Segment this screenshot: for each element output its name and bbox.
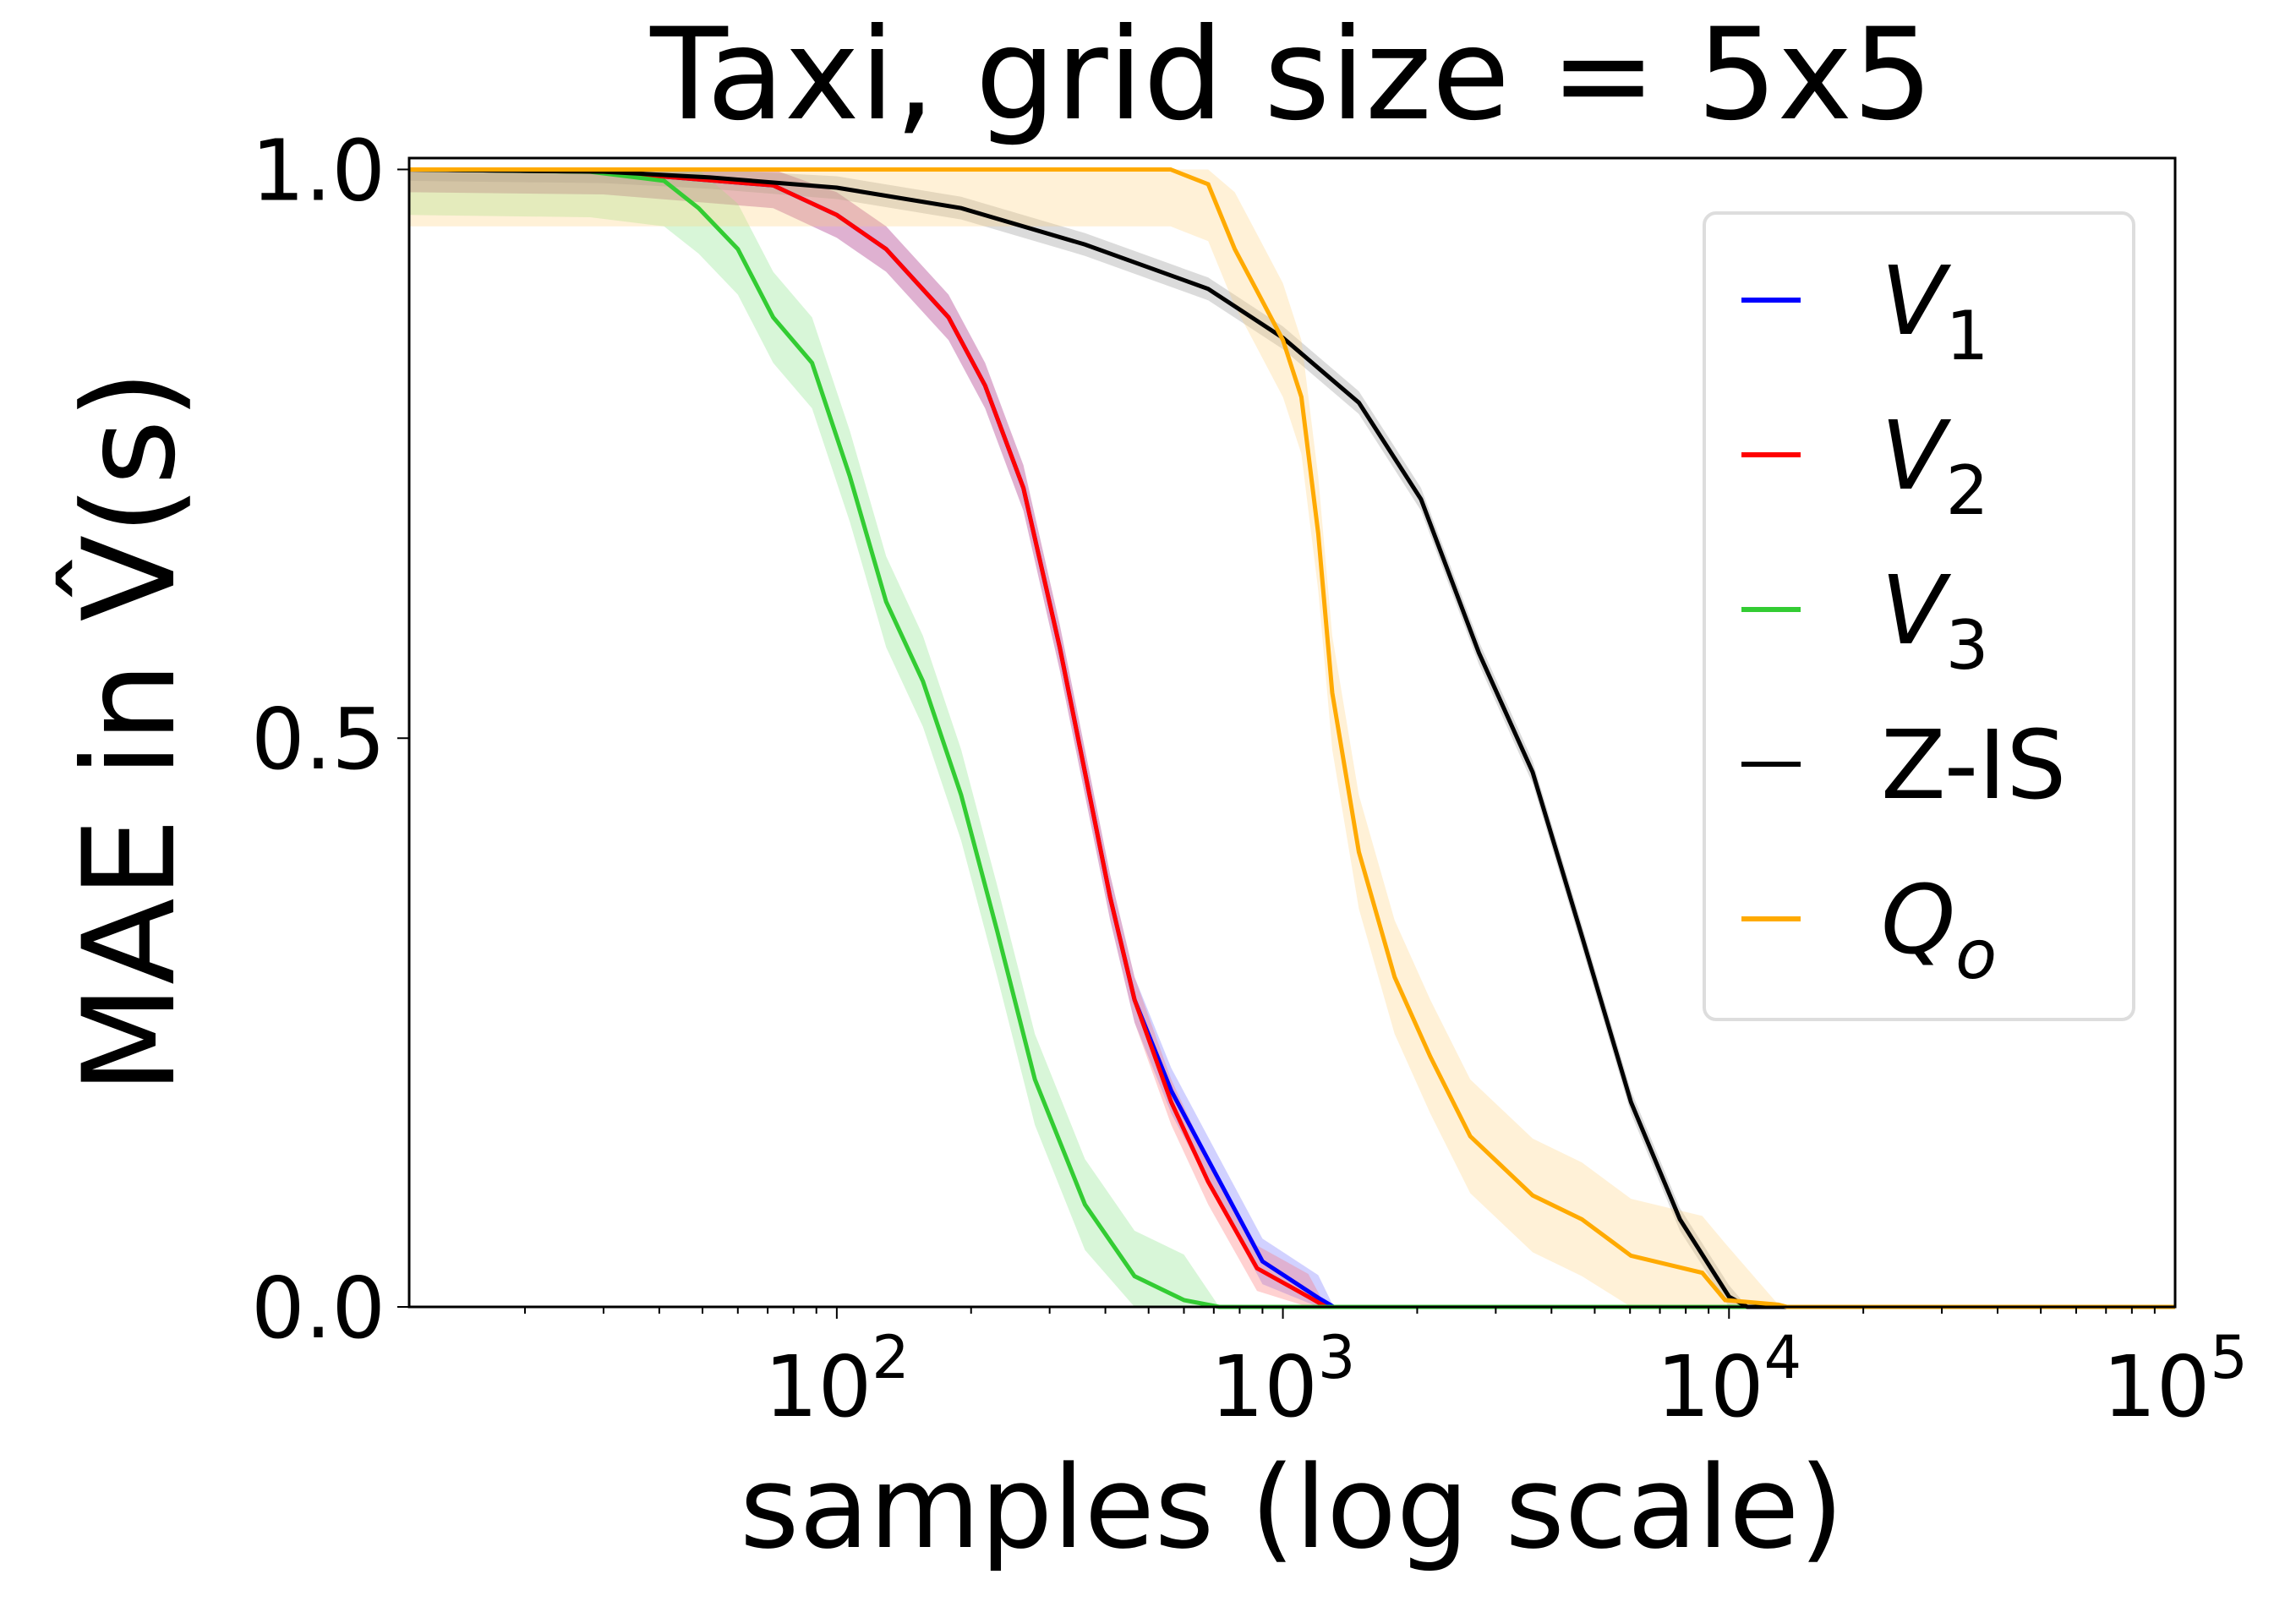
x-axis-label: samples (log scale) <box>740 1441 1844 1574</box>
y-tick-label: 1.0 <box>251 121 385 220</box>
x-tick-label: 103 <box>1211 1323 1356 1436</box>
x-tick-label: 104 <box>1656 1323 1801 1436</box>
x-axis: 102 103 104 105 <box>524 1307 2248 1436</box>
series-line-3 <box>408 167 2175 1309</box>
y-axis-label: MAE in V̂(s) <box>56 370 204 1095</box>
legend-label: V1 <box>1881 247 1989 375</box>
band-2 <box>409 169 2175 1307</box>
legend-label: V2 <box>1881 402 1989 530</box>
legend-label: Qo <box>1881 866 1997 994</box>
x-tick-label: 102 <box>764 1323 910 1436</box>
y-axis: 0.0 0.5 1.0 <box>251 121 409 1358</box>
legend-label: V3 <box>1881 556 1989 685</box>
y-tick-label: 0.5 <box>251 690 385 789</box>
band-4 <box>409 169 2175 1307</box>
plot-frame <box>407 156 2177 1309</box>
series-line-1 <box>408 167 2175 1309</box>
series-line-4 <box>409 167 2175 1309</box>
legend-frame <box>1703 211 2135 1021</box>
y-tick-label: 0.0 <box>251 1259 385 1358</box>
legend: V1 V2 V3 Z-IS Qo <box>1703 211 2135 1021</box>
chart-title: Taxi, grid size = 5x5 <box>649 2 1933 149</box>
legend-label: Z-IS <box>1881 711 2066 821</box>
confidence-bands <box>409 169 2175 1307</box>
x-tick-label: 105 <box>2102 1323 2248 1436</box>
series-line-2 <box>408 167 2175 1309</box>
series-lines <box>408 167 2175 1309</box>
